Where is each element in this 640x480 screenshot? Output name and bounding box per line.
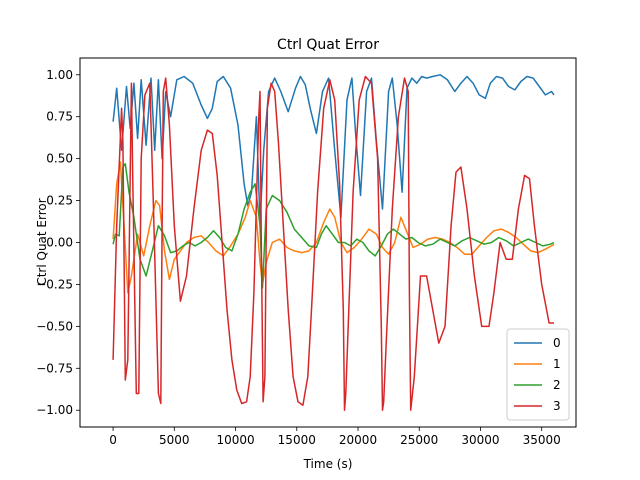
y-axis-label: Ctrl Quat Error (35, 198, 49, 285)
y-tick-label: 1.00 (46, 68, 73, 82)
x-tick-label: 20000 (339, 433, 377, 447)
x-tick-label: 30000 (461, 433, 499, 447)
y-tick-label: −0.50 (36, 319, 73, 333)
x-tick-label: 25000 (400, 433, 438, 447)
y-tick-label: −0.25 (36, 277, 73, 291)
series-line-3 (112, 75, 554, 411)
x-tick-label: 35000 (523, 433, 561, 447)
chart-title: Ctrl Quat Error (277, 37, 379, 53)
plot-lines (112, 74, 555, 411)
legend: 0 1 2 3 (506, 328, 570, 421)
legend-box (506, 328, 570, 421)
y-tick-label: −1.00 (36, 403, 73, 417)
series-line-1 (112, 161, 555, 294)
legend-label-2: 2 (553, 378, 561, 392)
x-tick-label: 10000 (216, 433, 254, 447)
y-tick-label: −0.75 (36, 361, 73, 375)
y-tick-label: 0.75 (46, 110, 73, 124)
x-axis-label: Time (s) (303, 457, 353, 471)
x-axis: 0 5000 10000 15000 20000 25000 30000 35000 (109, 427, 561, 447)
y-tick-label: 0.25 (46, 194, 73, 208)
x-tick-label: 5000 (159, 433, 190, 447)
y-tick-label: 0.50 (46, 152, 73, 166)
legend-label-1: 1 (553, 357, 561, 371)
legend-label-3: 3 (553, 399, 561, 413)
y-tick-label: 0.00 (46, 236, 73, 250)
x-tick-label: 0 (109, 433, 117, 447)
legend-label-0: 0 (553, 336, 561, 350)
x-tick-label: 15000 (278, 433, 316, 447)
y-axis: −1.00 −0.75 −0.50 −0.25 0.00 0.25 0.50 0.75 1.00 (36, 68, 80, 417)
